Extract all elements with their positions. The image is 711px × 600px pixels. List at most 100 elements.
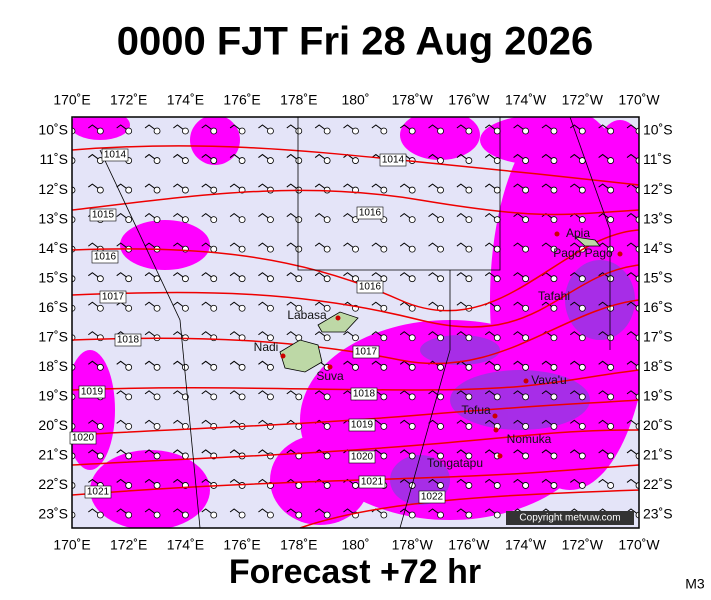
station — [437, 334, 444, 342]
station — [153, 422, 161, 430]
station — [578, 334, 586, 342]
lat-label-right: 23˚S — [643, 506, 673, 522]
station — [607, 245, 615, 253]
isobar-label: 1015 — [92, 210, 115, 221]
isobar-label-box — [348, 450, 376, 464]
station — [578, 452, 586, 460]
lon-label-bottom: 174˚E — [167, 537, 204, 553]
map-frame — [71, 116, 640, 529]
station — [210, 157, 218, 164]
place-label: Tofua — [461, 403, 491, 417]
isobar-label: 1016 — [359, 208, 382, 219]
station — [323, 422, 331, 430]
station — [380, 304, 388, 312]
station — [493, 334, 501, 342]
station — [522, 304, 529, 312]
lon-label-bottom: 174˚W — [505, 537, 547, 553]
isobar-label-box — [91, 250, 119, 264]
station — [352, 482, 359, 489]
station — [153, 216, 161, 224]
station — [210, 363, 218, 371]
station — [210, 216, 218, 224]
precipitation — [72, 117, 639, 528]
lat-label-right: 13˚S — [643, 210, 673, 226]
station — [437, 511, 444, 519]
station — [550, 157, 558, 164]
station — [550, 452, 558, 460]
isobar-label-box — [352, 345, 380, 359]
station — [238, 393, 246, 401]
station — [408, 127, 416, 135]
isobar-label-box — [356, 280, 384, 294]
lon-label-bottom: 178˚E — [280, 537, 317, 553]
lat-label-left: 23˚S — [38, 506, 68, 522]
station — [352, 363, 359, 371]
station — [380, 452, 388, 460]
station — [522, 452, 529, 460]
lon-label-bottom: 178˚W — [392, 537, 434, 553]
station — [153, 304, 161, 312]
station — [181, 275, 189, 283]
station — [607, 482, 615, 489]
station — [210, 186, 218, 194]
station — [295, 304, 303, 312]
copyright-box — [506, 511, 634, 525]
station — [238, 157, 246, 164]
station — [493, 216, 501, 224]
isobar-label-box — [379, 153, 407, 167]
wind-barbs — [72, 124, 639, 519]
station — [408, 363, 416, 371]
lon-label-top: 172˚W — [562, 92, 604, 108]
station — [578, 186, 586, 194]
station — [181, 157, 189, 164]
station — [607, 216, 615, 224]
station — [323, 304, 331, 312]
station — [522, 334, 529, 342]
station — [96, 452, 104, 460]
station — [607, 127, 615, 135]
station — [153, 511, 161, 519]
lat-label-right: 10˚S — [643, 122, 673, 138]
isobar-label-box — [84, 485, 112, 499]
lon-label-bottom: 172˚W — [562, 537, 604, 553]
station — [352, 245, 359, 253]
isobar-label: 1016 — [359, 282, 382, 293]
station — [465, 393, 473, 401]
station — [380, 127, 388, 135]
station — [550, 216, 558, 224]
lon-label-top: 180˚ — [341, 92, 369, 108]
station — [437, 216, 444, 224]
islands — [279, 236, 601, 373]
station — [295, 127, 303, 135]
station — [550, 127, 558, 135]
station — [437, 245, 444, 253]
isobar-label-box — [78, 385, 106, 399]
lat-label-left: 18˚S — [38, 358, 68, 374]
station — [607, 422, 615, 430]
isobar-label-box — [418, 490, 446, 504]
isobar-label-box — [89, 208, 117, 222]
station — [295, 482, 303, 489]
station — [210, 393, 218, 401]
station — [408, 245, 416, 253]
lon-label-bottom: 172˚E — [110, 537, 147, 553]
station — [153, 157, 161, 164]
boundaries — [99, 117, 611, 528]
station — [238, 127, 246, 135]
station — [352, 334, 359, 342]
station — [181, 127, 189, 135]
isobar-label-box — [358, 475, 386, 489]
station — [181, 511, 189, 519]
station — [295, 511, 303, 519]
station — [125, 127, 133, 135]
station — [125, 275, 133, 283]
station — [323, 275, 331, 283]
lon-label-top: 178˚E — [280, 92, 317, 108]
station — [408, 186, 416, 194]
lat-label-left: 20˚S — [38, 417, 68, 433]
place-label: Suva — [316, 369, 344, 383]
station — [380, 363, 388, 371]
station — [465, 157, 473, 164]
isobar-label-box — [114, 333, 142, 347]
station — [408, 422, 416, 430]
